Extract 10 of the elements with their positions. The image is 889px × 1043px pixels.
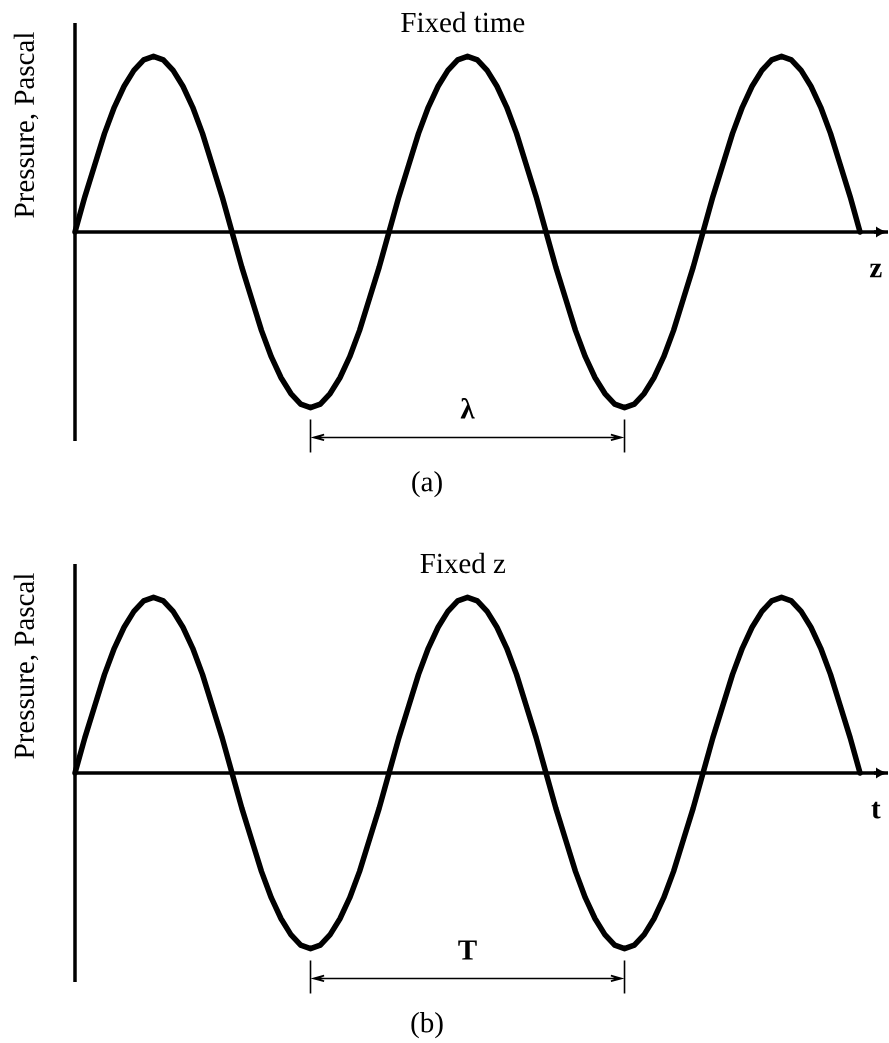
x-axis-title: t — [871, 801, 881, 819]
chart-title: Fixed z — [420, 552, 506, 574]
y-axis-title: Pressure, Pascal — [13, 32, 39, 218]
chart-title: Fixed time — [401, 11, 525, 33]
x-axis-title: z — [869, 263, 882, 278]
y-axis-title: Pressure, Pascal — [13, 573, 39, 759]
annotation: T — [458, 940, 477, 960]
text: (a) — [412, 471, 442, 498]
text: (b) — [411, 1012, 443, 1039]
annotation: λ — [460, 398, 475, 419]
